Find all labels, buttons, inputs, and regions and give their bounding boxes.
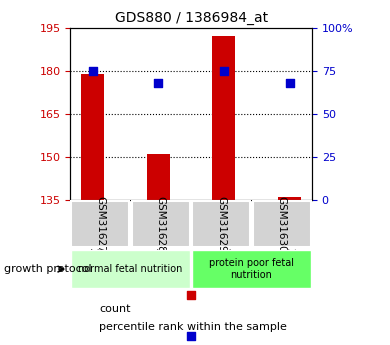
Bar (278, 197, 301, 200)
Text: GSM31629: GSM31629 (216, 196, 226, 253)
FancyBboxPatch shape (71, 250, 190, 288)
Text: count: count (99, 304, 131, 314)
Text: percentile rank within the sample: percentile rank within the sample (99, 322, 287, 332)
Point (155, 80, 161, 86)
Text: growth protocol: growth protocol (4, 264, 92, 274)
Text: protein poor fetal
nutrition: protein poor fetal nutrition (209, 258, 294, 280)
Text: GSM31627: GSM31627 (96, 196, 105, 253)
Point (188, 293, 194, 298)
Point (221, 68, 227, 73)
FancyBboxPatch shape (132, 201, 190, 247)
Title: GDS880 / 1386984_at: GDS880 / 1386984_at (115, 11, 268, 25)
FancyBboxPatch shape (192, 250, 311, 288)
Text: GSM31628: GSM31628 (156, 196, 166, 253)
Bar (213, 36, 236, 200)
Text: normal fetal nutrition: normal fetal nutrition (78, 264, 183, 274)
Point (90, 68, 96, 73)
FancyBboxPatch shape (253, 201, 311, 247)
Text: GSM31630: GSM31630 (277, 196, 287, 253)
FancyBboxPatch shape (192, 201, 250, 247)
FancyBboxPatch shape (71, 201, 129, 247)
Point (188, 333, 194, 339)
Bar (81, 73, 104, 200)
Bar (147, 154, 170, 200)
Point (286, 80, 292, 86)
